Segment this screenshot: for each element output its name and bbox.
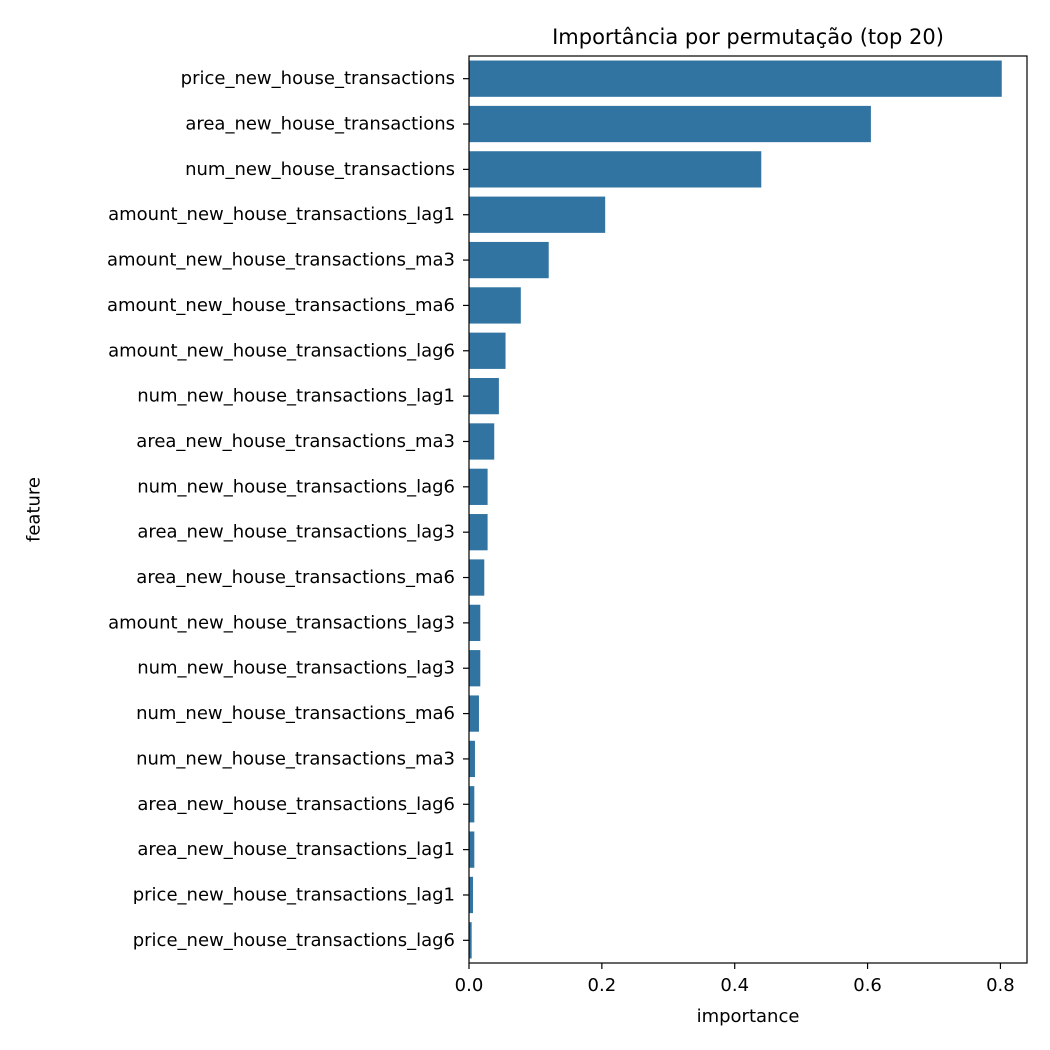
y-tick-label: amount_new_house_transactions_ma3 (107, 250, 455, 271)
bar-amount_new_house_transactions_lag3 (469, 604, 481, 642)
bar-area_new_house_transactions (469, 105, 871, 143)
y-tick-label: area_new_house_transactions_lag1 (137, 839, 455, 860)
bar-area_new_house_transactions_ma3 (469, 423, 495, 460)
x-tick-label: 0.2 (588, 975, 617, 996)
bar-num_new_house_transactions_ma6 (469, 695, 479, 732)
y-tick-label: num_new_house_transactions_ma3 (136, 748, 455, 769)
bar-price_new_house_transactions_lag1 (469, 876, 473, 914)
bar-area_new_house_transactions_lag1 (469, 831, 475, 868)
y-tick-label: num_new_house_transactions_ma6 (136, 703, 455, 724)
x-tick-label: 0.6 (853, 975, 882, 996)
bar-amount_new_house_transactions_ma3 (469, 241, 549, 279)
bar-num_new_house_transactions_ma3 (469, 740, 475, 778)
bar-amount_new_house_transactions_lag1 (469, 196, 606, 233)
y-tick-label: amount_new_house_transactions_lag6 (108, 340, 455, 361)
bar-num_new_house_transactions_lag6 (469, 468, 488, 505)
chart-title: Importância por permutação (top 20) (552, 25, 944, 49)
x-tick-label: 0.4 (720, 975, 749, 996)
y-axis-label: feature (24, 477, 45, 542)
plot-frame (468, 55, 1028, 964)
y-tick-label: area_new_house_transactions (185, 114, 455, 135)
bar-area_new_house_transactions_ma6 (469, 559, 485, 596)
bar-num_new_house_transactions_lag1 (469, 377, 499, 415)
bar-amount_new_house_transactions_ma6 (469, 287, 521, 324)
y-tick-label: price_new_house_transactions (181, 68, 455, 89)
axes-frame (468, 55, 1028, 964)
y-tick-label: amount_new_house_transactions_lag3 (108, 612, 455, 633)
y-tick-label: price_new_house_transactions_lag1 (133, 884, 455, 905)
y-tick-label: num_new_house_transactions_lag6 (137, 476, 455, 497)
bar-num_new_house_transactions_lag3 (469, 650, 481, 687)
y-tick-label: num_new_house_transactions (185, 159, 455, 180)
x-axis-label: importance (697, 1006, 800, 1027)
y-tick-label: amount_new_house_transactions_ma6 (107, 295, 455, 316)
y-tick-label: area_new_house_transactions_ma6 (136, 567, 455, 588)
x-axis-ticks: 0.0 0.2 0.4 0.6 0.8 (455, 963, 1015, 996)
bar-amount_new_house_transactions_lag6 (469, 332, 506, 369)
bar-area_new_house_transactions_lag6 (469, 786, 475, 823)
x-tick-label: 0.8 (986, 975, 1015, 996)
x-tick-label: 0.0 (455, 975, 484, 996)
y-axis-ticks: price_new_house_transactions area_new_hou… (107, 68, 469, 951)
bar-num_new_house_transactions (469, 151, 762, 188)
y-tick-label: price_new_house_transactions_lag6 (133, 930, 455, 951)
y-tick-label: area_new_house_transactions_lag3 (137, 522, 455, 543)
y-tick-label: area_new_house_transactions_lag6 (137, 794, 455, 815)
y-tick-label: num_new_house_transactions_lag1 (137, 386, 455, 407)
bar-price_new_house_transactions_lag6 (469, 922, 472, 959)
bars-layer (469, 60, 1002, 959)
bar-area_new_house_transactions_lag3 (469, 514, 488, 551)
y-tick-label: amount_new_house_transactions_lag1 (108, 204, 455, 225)
y-tick-label: area_new_house_transactions_ma3 (136, 431, 455, 452)
y-tick-label: num_new_house_transactions_lag3 (137, 658, 455, 679)
bar-price_new_house_transactions (469, 60, 1002, 97)
